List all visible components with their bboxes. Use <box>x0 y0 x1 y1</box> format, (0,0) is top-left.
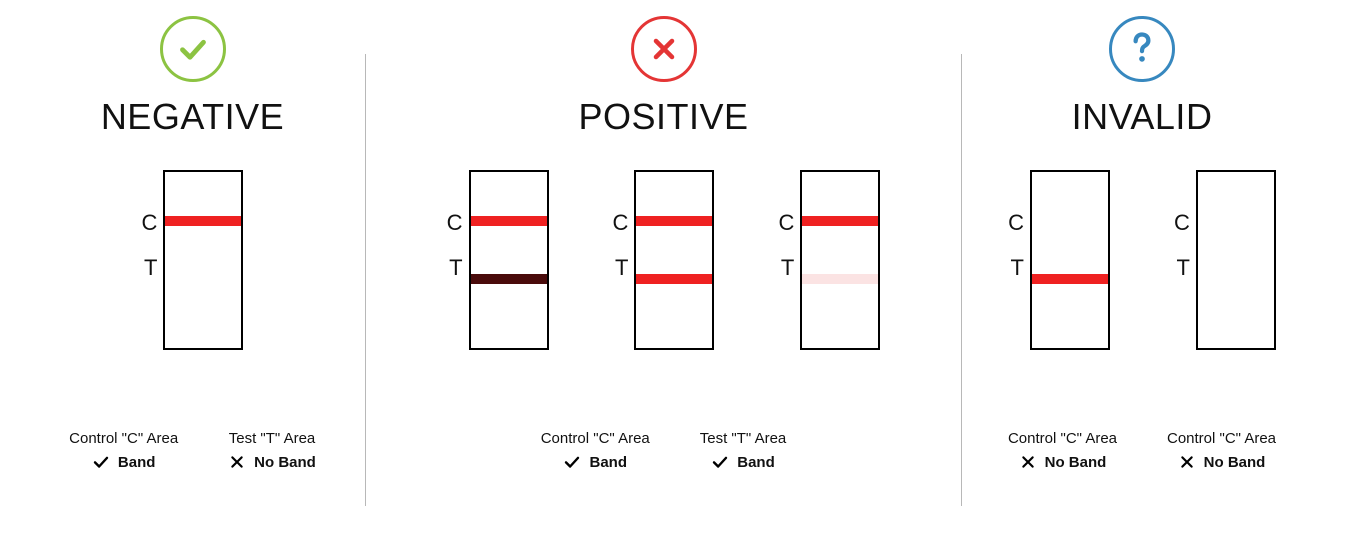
section-negative: NEGATIVE CT Control "C" Area Band Test "T" … <box>20 10 365 524</box>
section-invalid: INVALIDCTCTControl "C" Area No BandContr… <box>962 10 1322 524</box>
strips-row: CTCT <box>1008 170 1276 390</box>
c-label: C <box>613 210 629 236</box>
strip-line-labels: CT <box>142 170 158 350</box>
check-icon <box>711 453 729 471</box>
question-icon <box>1109 16 1175 82</box>
check-icon <box>563 453 581 471</box>
t-label: T <box>613 255 629 281</box>
legend-value-text: No Band <box>254 454 316 471</box>
c-band <box>636 216 712 226</box>
legend-cell: Test "T" Area Band <box>700 430 787 471</box>
c-label: C <box>1174 210 1190 236</box>
section-positive: POSITIVECTCTCTControl "C" Area BandTest … <box>366 10 961 524</box>
strips-row: CTCTCT <box>447 170 881 390</box>
legend-value-text: Band <box>589 454 627 471</box>
c-label: C <box>1008 210 1024 236</box>
t-label: T <box>778 255 794 281</box>
c-label: C <box>778 210 794 236</box>
strip-line-labels: CT <box>447 170 463 350</box>
cross-icon <box>1019 453 1037 471</box>
legend-title: Control "C" Area <box>1167 430 1276 447</box>
t-band <box>1032 274 1108 284</box>
strip-line-labels: CT <box>613 170 629 350</box>
check-icon <box>160 16 226 82</box>
cross-icon <box>1178 453 1196 471</box>
t-label: T <box>1174 255 1190 281</box>
legend-value-text: Band <box>737 454 775 471</box>
t-band <box>636 274 712 284</box>
c-band <box>802 216 878 226</box>
c-label: C <box>142 210 158 236</box>
t-label: T <box>447 255 463 281</box>
legend-row: Control "C" Area BandTest "T" Area Band <box>541 430 787 471</box>
strips-row: CT <box>142 170 244 390</box>
section-title: INVALID <box>1072 96 1213 138</box>
check-icon <box>92 453 110 471</box>
c-label: C <box>447 210 463 236</box>
legend-value: Band <box>711 453 775 471</box>
legend-value-text: No Band <box>1204 454 1266 471</box>
section-title: POSITIVE <box>578 96 748 138</box>
legend-value-text: Band <box>118 454 156 471</box>
legend-value: No Band <box>1019 453 1107 471</box>
legend-cell: Control "C" Area Band <box>541 430 650 471</box>
legend-title: Control "C" Area <box>69 430 178 447</box>
section-title: NEGATIVE <box>101 96 284 138</box>
strip-line-labels: CT <box>778 170 794 350</box>
strip-cassette <box>634 170 714 350</box>
legend-value: Band <box>92 453 156 471</box>
t-label: T <box>1008 255 1024 281</box>
test-strip: CT <box>447 170 549 350</box>
strip-cassette <box>163 170 243 350</box>
legend-title: Control "C" Area <box>1008 430 1117 447</box>
strip-line-labels: CT <box>1174 170 1190 350</box>
legend-title: Control "C" Area <box>541 430 650 447</box>
legend-title: Test "T" Area <box>700 430 787 447</box>
test-strip: CT <box>778 170 880 350</box>
legend-cell: Control "C" Area No Band <box>1167 430 1276 471</box>
legend-cell: Test "T" Area No Band <box>228 430 316 471</box>
strip-cassette <box>1030 170 1110 350</box>
strip-line-labels: CT <box>1008 170 1024 350</box>
c-band <box>471 216 547 226</box>
legend-value: Band <box>563 453 627 471</box>
legend-row: Control "C" Area No BandControl "C" Area… <box>1008 430 1276 471</box>
test-strip: CT <box>1008 170 1110 350</box>
cross-icon <box>631 16 697 82</box>
legend-row: Control "C" Area Band Test "T" Area No Ba… <box>69 430 316 471</box>
cross-icon <box>228 453 246 471</box>
legend-value: No Band <box>1178 453 1266 471</box>
legend-cell: Control "C" Area Band <box>69 430 178 471</box>
strip-cassette <box>469 170 549 350</box>
test-strip: CT <box>1174 170 1276 350</box>
test-strip: CT <box>142 170 244 350</box>
legend-cell: Control "C" Area No Band <box>1008 430 1117 471</box>
strip-cassette <box>1196 170 1276 350</box>
strip-cassette <box>800 170 880 350</box>
legend-value: No Band <box>228 453 316 471</box>
t-band <box>802 274 878 284</box>
legend-title: Test "T" Area <box>229 430 316 447</box>
legend-value-text: No Band <box>1045 454 1107 471</box>
t-band <box>471 274 547 284</box>
t-label: T <box>142 255 158 281</box>
test-strip: CT <box>613 170 715 350</box>
c-band <box>165 216 241 226</box>
